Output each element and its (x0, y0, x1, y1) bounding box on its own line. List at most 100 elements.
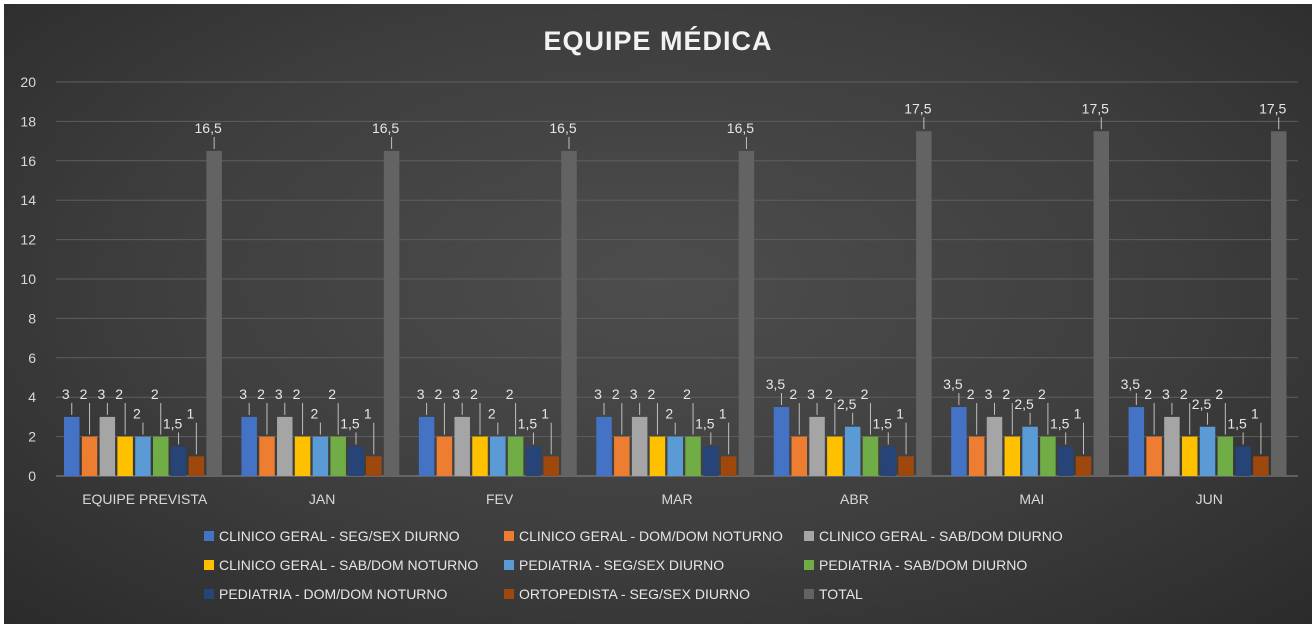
bar (968, 436, 985, 476)
data-label: 3 (630, 386, 638, 402)
data-label: 1 (364, 406, 372, 422)
bar (1075, 456, 1092, 476)
x-tick-label: MAR (661, 491, 692, 507)
chart-title: EQUIPE MÉDICA (543, 26, 773, 56)
legend: CLINICO GERAL - SEG/SEX DIURNO CLINICO GE… (204, 526, 1124, 604)
bar (649, 436, 666, 476)
bar (1270, 131, 1287, 476)
bar (1181, 436, 1198, 476)
legend-swatch (504, 531, 514, 541)
bar (366, 456, 382, 476)
bar (898, 456, 914, 476)
legend-item: ORTOPEDISTA - SEG/SEX DIURNO (504, 584, 804, 604)
data-label: 2 (506, 386, 514, 402)
y-tick-label: 16 (20, 153, 36, 169)
data-label: 16,5 (372, 120, 399, 136)
data-label: 2 (789, 386, 797, 402)
bar (1146, 436, 1162, 476)
bar (117, 436, 133, 476)
bar (1199, 426, 1216, 476)
bar (1235, 446, 1251, 476)
data-label: 2 (967, 386, 975, 402)
bar (294, 436, 311, 476)
data-label: 16,5 (549, 120, 576, 136)
legend-item: CLINICO GERAL - SAB/DOM NOTURNO (204, 555, 504, 575)
legend-label: ORTOPEDISTA - SEG/SEX DIURNO (519, 586, 751, 602)
data-label: 2 (293, 386, 301, 402)
x-tick-label: JAN (309, 491, 335, 507)
bar (791, 436, 808, 476)
legend-item: CLINICO GERAL - SAB/DOM DIURNO (804, 526, 1104, 546)
x-tick-label: ABR (840, 491, 869, 507)
bar (685, 436, 701, 476)
bar (330, 436, 346, 476)
bar (614, 436, 630, 476)
bar (472, 436, 488, 476)
bar (844, 426, 861, 476)
legend-item: PEDIATRIA - SAB/DOM DIURNO (804, 555, 1104, 575)
data-label: 1 (896, 406, 904, 422)
data-label: 2 (1180, 386, 1188, 402)
bar (64, 416, 80, 476)
bar (525, 446, 542, 476)
x-tick-label: FEV (486, 491, 514, 507)
y-tick-label: 18 (20, 113, 36, 129)
y-tick-label: 0 (28, 468, 36, 484)
bar (631, 416, 648, 476)
data-label: 1,5 (873, 415, 893, 431)
data-label: 2 (1144, 386, 1152, 402)
data-label: 2 (1038, 386, 1046, 402)
data-label: 2 (151, 386, 159, 402)
bar (348, 446, 364, 476)
legend-label: CLINICO GERAL - SAB/DOM NOTURNO (219, 557, 479, 573)
legend-label: PEDIATRIA - SEG/SEX DIURNO (519, 557, 725, 573)
bar (561, 150, 577, 476)
data-label: 2 (683, 386, 691, 402)
data-label: 3,5 (1121, 376, 1141, 392)
data-label: 2 (488, 406, 496, 422)
data-label: 1,5 (163, 415, 183, 431)
legend-swatch (804, 560, 814, 570)
legend-label: CLINICO GERAL - SEG/SEX DIURNO (219, 528, 460, 544)
y-tick-label: 8 (28, 310, 36, 326)
data-label: 17,5 (1259, 100, 1286, 116)
bar (1217, 436, 1234, 476)
x-tick-label: EQUIPE PREVISTA (82, 491, 208, 507)
data-label: 2 (1215, 386, 1223, 402)
bar (135, 436, 151, 476)
legend-label: PEDIATRIA - DOM/DOM NOTURNO (219, 586, 448, 602)
bar (827, 436, 843, 476)
bar (916, 131, 932, 476)
data-label: 2 (861, 386, 869, 402)
legend-swatch (204, 531, 214, 541)
bar (720, 456, 737, 476)
data-label: 16,5 (727, 120, 754, 136)
data-label: 2 (133, 406, 141, 422)
y-tick-label: 10 (20, 271, 36, 287)
bar (454, 416, 470, 476)
bar (596, 416, 612, 476)
bar (259, 436, 275, 476)
data-label: 3,5 (943, 376, 963, 392)
legend-label: PEDIATRIA - SAB/DOM DIURNO (819, 557, 1028, 573)
legend-item: TOTAL (804, 584, 1104, 604)
data-label: 3,5 (766, 376, 786, 392)
y-tick-label: 2 (28, 429, 36, 445)
data-label: 1,5 (1050, 415, 1070, 431)
legend-label: TOTAL (819, 586, 863, 602)
data-label: 1 (719, 406, 727, 422)
bar (241, 416, 257, 476)
bar (1093, 131, 1110, 476)
y-tick-label: 4 (28, 389, 36, 405)
data-label: 17,5 (904, 100, 931, 116)
bar (153, 436, 169, 476)
data-label: 2 (612, 386, 620, 402)
data-label: 3 (275, 386, 283, 402)
bar (1164, 416, 1180, 476)
data-label: 2 (1002, 386, 1010, 402)
legend-swatch (504, 589, 514, 599)
data-label: 2,5 (837, 396, 857, 412)
data-label: 3 (985, 386, 993, 402)
data-label: 2 (470, 386, 478, 402)
legend-item: PEDIATRIA - DOM/DOM NOTURNO (204, 584, 504, 604)
